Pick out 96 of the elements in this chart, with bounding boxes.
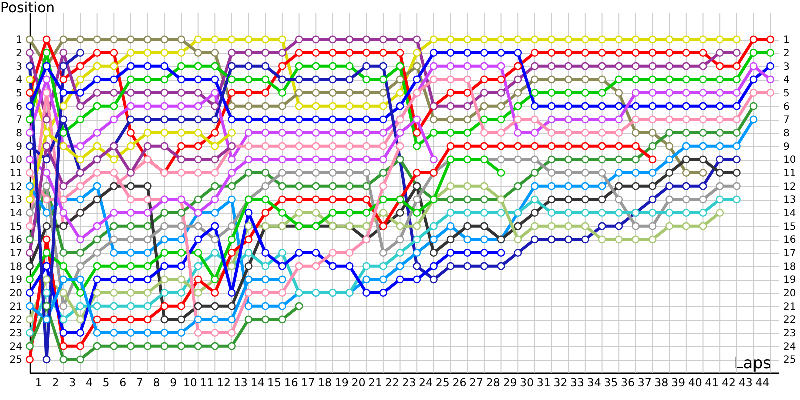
y2-tick-label: 23 bbox=[784, 328, 796, 340]
y-tick-label: 16 bbox=[10, 235, 22, 246]
x-tick-label: 19 bbox=[334, 376, 349, 390]
y2-tick-label: 5 bbox=[784, 88, 790, 100]
x-tick-label: 42 bbox=[722, 376, 736, 390]
y2-tick-label: 13 bbox=[784, 195, 796, 206]
y2-tick-label: 25 bbox=[784, 355, 796, 366]
y-tick-label: 23 bbox=[10, 328, 22, 340]
y2-tick-label: 19 bbox=[784, 275, 796, 286]
x-tick-label: 7 bbox=[136, 376, 144, 390]
y-tick-label: 18 bbox=[10, 262, 22, 273]
x-tick-label: 29 bbox=[503, 376, 518, 390]
y-tick-label: 14 bbox=[10, 208, 22, 220]
y2-tick-label: 8 bbox=[784, 128, 790, 140]
y-tick-label: 20 bbox=[10, 288, 22, 300]
y-tick-label: 21 bbox=[10, 302, 22, 313]
x-tick-label: 28 bbox=[486, 376, 500, 390]
x-tick-label: 15 bbox=[268, 376, 282, 390]
x-tick-label: 31 bbox=[536, 376, 551, 390]
y-tick-label: 10 bbox=[10, 155, 22, 166]
x-tick-label: 22 bbox=[385, 376, 400, 390]
y2-tick-label: 3 bbox=[784, 62, 790, 73]
x-tick-label: 33 bbox=[570, 376, 585, 390]
x-tick-label: 1 bbox=[35, 376, 42, 390]
x-tick-label: 23 bbox=[402, 376, 416, 390]
y-tick-label: 25 bbox=[10, 355, 22, 366]
x-tick-label: 6 bbox=[120, 376, 127, 390]
y2-tick-label: 7 bbox=[784, 115, 790, 126]
x-tick-label: 30 bbox=[520, 376, 534, 390]
x-tick-label: 38 bbox=[654, 376, 669, 390]
x-tick-label: 17 bbox=[301, 376, 316, 390]
x-tick-label: 44 bbox=[756, 376, 770, 390]
y-tick-label: 7 bbox=[16, 115, 22, 126]
y2-tick-label: 16 bbox=[784, 235, 796, 246]
x-tick-label: 9 bbox=[170, 376, 178, 390]
y2-tick-label: 1 bbox=[784, 35, 790, 46]
y2-tick-label: 9 bbox=[784, 142, 790, 153]
y-tick-label: 19 bbox=[10, 275, 22, 286]
y2-tick-label: 18 bbox=[784, 262, 796, 273]
x-tick-label: 11 bbox=[200, 376, 214, 390]
x-tick-label: 2 bbox=[52, 376, 60, 390]
x-tick-label: 40 bbox=[688, 376, 702, 390]
y-tick-label: 15 bbox=[10, 222, 22, 233]
x-tick-label: 27 bbox=[470, 376, 484, 390]
y2-tick-label: 4 bbox=[784, 75, 790, 86]
x-tick-label: 14 bbox=[250, 376, 265, 390]
y-tick-label: 1 bbox=[16, 35, 22, 46]
x-tick-label: 13 bbox=[234, 376, 248, 390]
x-tick-label: 34 bbox=[587, 376, 602, 390]
x-tick-label: 5 bbox=[102, 376, 110, 390]
x-tick-label: 10 bbox=[183, 376, 198, 390]
y-tick-label: 8 bbox=[16, 128, 22, 140]
x-tick-label: 36 bbox=[621, 376, 636, 390]
y-tick-label: 24 bbox=[10, 342, 22, 353]
x-tick-label: 41 bbox=[705, 376, 720, 390]
y2-tick-label: 2 bbox=[784, 48, 790, 60]
y2-tick-label: 12 bbox=[784, 182, 796, 193]
x-axis-title: Laps bbox=[734, 354, 772, 372]
y-tick-label: 9 bbox=[16, 142, 22, 153]
x-tick-label: 16 bbox=[284, 376, 298, 390]
x-tick-label: 37 bbox=[638, 376, 652, 390]
x-tick-label: 3 bbox=[69, 376, 76, 390]
y2-tick-label: 24 bbox=[784, 342, 796, 353]
y-axis-title: Position bbox=[0, 0, 56, 16]
x-tick-label: 39 bbox=[672, 376, 686, 390]
y2-tick-label: 6 bbox=[784, 102, 790, 113]
y-tick-label: 11 bbox=[10, 168, 22, 180]
y2-tick-label: 14 bbox=[784, 208, 796, 220]
x-tick-label: 21 bbox=[368, 376, 383, 390]
x-tick-label: 24 bbox=[419, 376, 434, 390]
y2-tick-label: 22 bbox=[784, 315, 796, 326]
y2-tick-label: 20 bbox=[784, 288, 796, 300]
x-tick-label: 32 bbox=[554, 376, 568, 390]
y-tick-label: 5 bbox=[16, 88, 22, 100]
x-tick-label: 25 bbox=[436, 376, 450, 390]
x-tick-label: 20 bbox=[352, 376, 366, 390]
y2-tick-label: 10 bbox=[784, 155, 796, 166]
x-tick-label: 43 bbox=[738, 376, 753, 390]
x-tick-label: 8 bbox=[153, 376, 160, 390]
x-tick-label: 18 bbox=[318, 376, 332, 390]
y-tick-label: 22 bbox=[10, 315, 22, 326]
x-tick-label: 26 bbox=[452, 376, 467, 390]
y-tick-label: 3 bbox=[16, 62, 22, 73]
y-tick-label: 4 bbox=[16, 75, 22, 86]
y2-tick-label: 17 bbox=[784, 248, 796, 260]
y2-tick-label: 15 bbox=[784, 222, 796, 233]
y-tick-label: 2 bbox=[16, 48, 22, 60]
y-tick-label: 17 bbox=[10, 248, 22, 260]
x-tick-label: 4 bbox=[86, 376, 93, 390]
y2-tick-label: 21 bbox=[784, 302, 796, 313]
y-tick-label: 6 bbox=[16, 102, 22, 113]
x-tick-label: 35 bbox=[604, 376, 618, 390]
y2-tick-label: 11 bbox=[784, 168, 796, 180]
x-tick-label: 12 bbox=[217, 376, 232, 390]
y-tick-label: 12 bbox=[10, 182, 22, 193]
y-tick-label: 13 bbox=[10, 195, 22, 206]
